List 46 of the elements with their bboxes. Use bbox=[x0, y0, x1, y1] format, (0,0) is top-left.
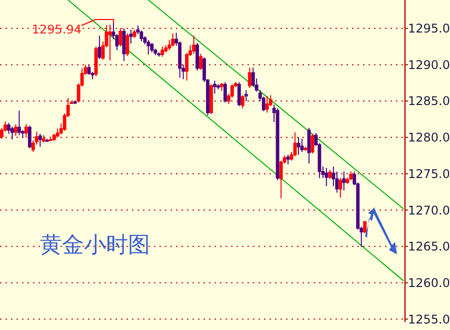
candlestick bbox=[196, 42, 199, 72]
y-tick-label: 1285.0 bbox=[408, 94, 450, 108]
candlestick bbox=[324, 167, 328, 187]
candlestick bbox=[240, 94, 244, 109]
candlestick bbox=[28, 125, 32, 149]
candlestick bbox=[171, 32, 175, 48]
candlestick bbox=[122, 28, 126, 62]
candlestick bbox=[150, 42, 154, 53]
annotation: 1295.94 bbox=[32, 22, 82, 37]
candlestick bbox=[10, 126, 14, 140]
candlestick bbox=[286, 154, 290, 165]
candlestick bbox=[248, 67, 252, 88]
candlestick bbox=[87, 64, 91, 76]
candlestick bbox=[38, 133, 42, 148]
candlestick bbox=[338, 178, 342, 198]
y-tick-label: 1270.0 bbox=[408, 203, 450, 218]
candlestick bbox=[300, 138, 304, 152]
candlestick bbox=[24, 124, 28, 138]
candlestick bbox=[244, 90, 248, 102]
candlestick bbox=[146, 39, 150, 56]
candlestick bbox=[237, 82, 241, 107]
candlestick bbox=[223, 82, 227, 103]
y-tick-label: 1255.0 bbox=[408, 312, 450, 326]
candlestick bbox=[342, 171, 346, 191]
y-tick-label: 1260.0 bbox=[408, 276, 450, 290]
candlestick bbox=[129, 29, 133, 44]
y-tick-label: 1275.0 bbox=[408, 166, 450, 181]
y-tick-label: 1295.0 bbox=[408, 22, 450, 36]
candlestick bbox=[213, 80, 216, 94]
candlestick bbox=[296, 136, 300, 156]
candlestick bbox=[126, 32, 130, 56]
candlestick bbox=[160, 46, 164, 58]
candlestick bbox=[310, 133, 314, 154]
text: 黄金小时图 bbox=[40, 233, 150, 258]
candlestick bbox=[363, 220, 367, 234]
candlestick bbox=[14, 124, 18, 136]
y-tick-label: 1265.0 bbox=[408, 240, 450, 254]
candlestick bbox=[265, 95, 269, 114]
candlestick bbox=[199, 53, 202, 70]
candlestick bbox=[17, 110, 21, 136]
y-tick-label: 1280.0 bbox=[408, 130, 450, 145]
candlestick bbox=[118, 28, 122, 48]
candlestick bbox=[192, 35, 196, 54]
y-tick-label: 1290.0 bbox=[408, 58, 450, 72]
candlestick bbox=[293, 132, 297, 157]
candlestick bbox=[108, 24, 112, 61]
